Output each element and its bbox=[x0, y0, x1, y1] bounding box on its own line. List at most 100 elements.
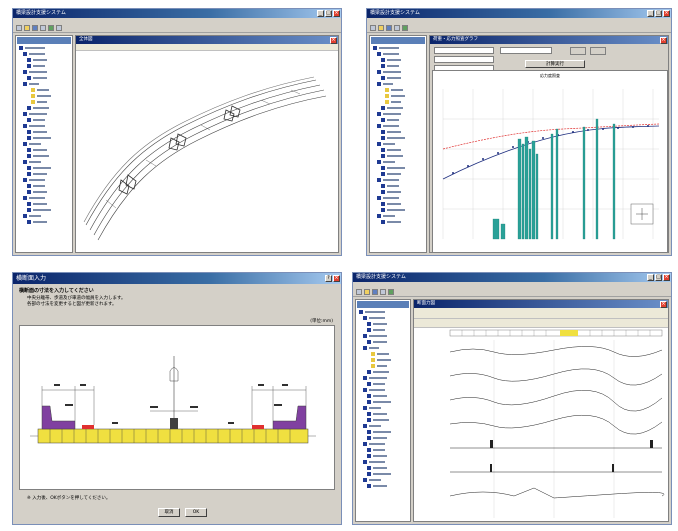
tree-node[interactable] bbox=[370, 190, 426, 194]
tree-node[interactable] bbox=[370, 154, 426, 158]
tree-node[interactable] bbox=[356, 394, 410, 398]
dialog-titlebar[interactable]: 横断面入力 ? × bbox=[13, 273, 341, 284]
tree-node[interactable] bbox=[370, 52, 426, 56]
tree-node[interactable] bbox=[356, 418, 410, 422]
tree-node[interactable] bbox=[356, 388, 410, 392]
tree-node[interactable] bbox=[16, 64, 72, 68]
close-button[interactable]: × bbox=[660, 37, 667, 44]
tree-node[interactable] bbox=[370, 214, 426, 218]
tree-node[interactable] bbox=[370, 184, 426, 188]
tree-node[interactable] bbox=[370, 76, 426, 80]
close-button[interactable]: × bbox=[330, 37, 337, 44]
print-icon[interactable] bbox=[394, 25, 400, 31]
view-icon[interactable] bbox=[48, 25, 54, 31]
tree-node[interactable] bbox=[356, 460, 410, 464]
cross-section-canvas[interactable] bbox=[19, 325, 335, 490]
close-button[interactable]: × bbox=[660, 301, 667, 308]
window-titlebar[interactable]: 橋梁設計支援システム _ □ × bbox=[353, 273, 671, 282]
tree-node[interactable] bbox=[370, 88, 426, 92]
help-icon[interactable] bbox=[56, 25, 62, 31]
tree-node[interactable] bbox=[356, 478, 410, 482]
option-button[interactable] bbox=[590, 47, 606, 55]
minimize-button[interactable]: _ bbox=[317, 10, 324, 17]
tree-node[interactable] bbox=[16, 130, 72, 134]
maximize-button[interactable]: □ bbox=[325, 10, 332, 17]
tree-node[interactable] bbox=[356, 472, 410, 476]
project-tree[interactable] bbox=[355, 299, 411, 522]
tree-node[interactable] bbox=[16, 220, 72, 224]
tree-node[interactable] bbox=[356, 406, 410, 410]
tree-node[interactable] bbox=[16, 76, 72, 80]
tree-node[interactable] bbox=[356, 364, 410, 368]
tree-node[interactable] bbox=[16, 202, 72, 206]
save-icon[interactable] bbox=[372, 289, 378, 295]
tree-node[interactable] bbox=[370, 220, 426, 224]
tree-node[interactable] bbox=[356, 382, 410, 386]
tree-node[interactable] bbox=[356, 370, 410, 374]
tree-node[interactable] bbox=[16, 46, 72, 50]
close-button[interactable]: × bbox=[333, 275, 340, 282]
tree-node[interactable] bbox=[370, 160, 426, 164]
tree-node[interactable] bbox=[16, 88, 72, 92]
tree-node[interactable] bbox=[370, 148, 426, 152]
tree-node[interactable] bbox=[356, 376, 410, 380]
tree-node[interactable] bbox=[356, 436, 410, 440]
help-button[interactable]: ? bbox=[325, 275, 332, 282]
tree-node[interactable] bbox=[370, 64, 426, 68]
tree-node[interactable] bbox=[16, 196, 72, 200]
tree-node[interactable] bbox=[16, 160, 72, 164]
tree-node[interactable] bbox=[370, 142, 426, 146]
tree-nodes[interactable] bbox=[16, 46, 72, 224]
tree-node[interactable] bbox=[370, 208, 426, 212]
tree-node[interactable] bbox=[356, 322, 410, 326]
tree-node[interactable] bbox=[16, 58, 72, 62]
new-icon[interactable] bbox=[16, 25, 22, 31]
tree-node[interactable] bbox=[356, 358, 410, 362]
tree-node[interactable] bbox=[16, 148, 72, 152]
tree-node[interactable] bbox=[16, 172, 72, 176]
tree-node[interactable] bbox=[16, 100, 72, 104]
print-icon[interactable] bbox=[380, 289, 386, 295]
tree-node[interactable] bbox=[356, 424, 410, 428]
tree-node[interactable] bbox=[16, 82, 72, 86]
tree-node[interactable] bbox=[370, 124, 426, 128]
tree-node[interactable] bbox=[16, 106, 72, 110]
ok-button[interactable]: OK bbox=[185, 508, 207, 517]
tree-node[interactable] bbox=[370, 94, 426, 98]
open-icon[interactable] bbox=[378, 25, 384, 31]
tree-node[interactable] bbox=[16, 112, 72, 116]
tree-node[interactable] bbox=[370, 46, 426, 50]
close-button[interactable]: × bbox=[663, 274, 670, 281]
tree-node[interactable] bbox=[356, 340, 410, 344]
close-button[interactable]: × bbox=[333, 10, 340, 17]
tree-node[interactable] bbox=[16, 124, 72, 128]
tree-nodes[interactable] bbox=[370, 46, 426, 224]
view-icon[interactable] bbox=[402, 25, 408, 31]
minimize-button[interactable]: _ bbox=[647, 274, 654, 281]
tree-node[interactable] bbox=[356, 316, 410, 320]
tree-node[interactable] bbox=[356, 352, 410, 356]
tree-nodes[interactable] bbox=[356, 310, 410, 488]
tree-node[interactable] bbox=[356, 448, 410, 452]
tree-node[interactable] bbox=[356, 334, 410, 338]
tree-node[interactable] bbox=[370, 136, 426, 140]
tree-node[interactable] bbox=[16, 136, 72, 140]
project-tree[interactable] bbox=[15, 35, 73, 253]
tree-node[interactable] bbox=[370, 82, 426, 86]
print-icon[interactable] bbox=[40, 25, 46, 31]
option-bar[interactable] bbox=[414, 308, 668, 319]
tree-node[interactable] bbox=[370, 58, 426, 62]
save-icon[interactable] bbox=[386, 25, 392, 31]
tree-node[interactable] bbox=[356, 442, 410, 446]
tree-node[interactable] bbox=[356, 346, 410, 350]
tree-node[interactable] bbox=[356, 310, 410, 314]
tree-node[interactable] bbox=[370, 106, 426, 110]
maximize-button[interactable]: □ bbox=[655, 10, 662, 17]
tree-node[interactable] bbox=[16, 208, 72, 212]
tree-node[interactable] bbox=[16, 166, 72, 170]
tree-node[interactable] bbox=[16, 142, 72, 146]
tree-node[interactable] bbox=[16, 70, 72, 74]
tree-node[interactable] bbox=[356, 484, 410, 488]
tree-node[interactable] bbox=[16, 184, 72, 188]
tree-node[interactable] bbox=[370, 112, 426, 116]
